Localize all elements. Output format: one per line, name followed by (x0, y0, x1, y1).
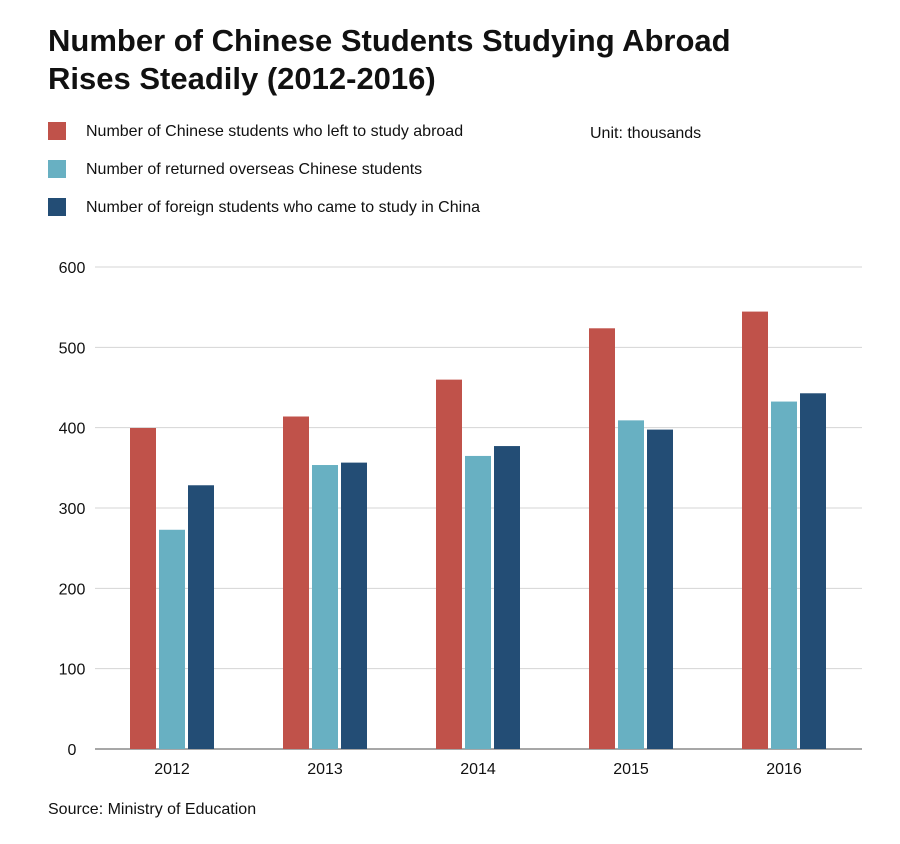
x-tick-label-2012: 2012 (154, 761, 190, 778)
bar-2015-series-0 (589, 328, 615, 749)
bar-2014-series-2 (494, 446, 520, 749)
source-note: Source: Ministry of Education (48, 801, 257, 818)
legend-swatch-left-abroad (48, 122, 66, 140)
x-tick-label-2013: 2013 (307, 761, 343, 778)
bar-2016-series-2 (800, 393, 826, 749)
bar-2013-series-1 (312, 465, 338, 749)
bar-2015-series-2 (647, 429, 673, 749)
bar-2014-series-1 (465, 455, 491, 749)
x-tick-label-2015: 2015 (613, 761, 649, 778)
x-tick-label-2014: 2014 (460, 761, 496, 778)
chart-title: Number of Chinese Students Studying Abro… (48, 23, 731, 96)
unit-label: Unit: thousands (590, 125, 702, 142)
bar-2012-series-2 (188, 485, 214, 749)
bar-2012-series-0 (130, 427, 156, 749)
legend-swatch-foreign (48, 198, 66, 216)
y-tick-label-300: 300 (59, 501, 86, 518)
y-tick-label-500: 500 (59, 340, 86, 357)
y-tick-label-600: 600 (59, 260, 86, 277)
y-tick-label-400: 400 (59, 421, 86, 438)
bar-2012-series-1 (159, 529, 185, 749)
bar-2016-series-1 (771, 401, 797, 749)
legend-label-left-abroad: Number of Chinese students who left to s… (86, 123, 464, 140)
legend-label-returned: Number of returned overseas Chinese stud… (86, 161, 423, 178)
bar-2014-series-0 (436, 379, 462, 749)
legend-label-foreign: Number of foreign students who came to s… (86, 199, 480, 216)
y-tick-label-0: 0 (68, 742, 77, 759)
bar-2013-series-0 (283, 416, 309, 749)
bar-2013-series-2 (341, 462, 367, 749)
y-tick-label-200: 200 (59, 581, 86, 598)
bar-2016-series-0 (742, 311, 768, 749)
bar-2015-series-1 (618, 420, 644, 749)
y-tick-label-100: 100 (59, 662, 86, 679)
legend-swatch-returned (48, 160, 66, 178)
x-tick-label-2016: 2016 (766, 761, 802, 778)
